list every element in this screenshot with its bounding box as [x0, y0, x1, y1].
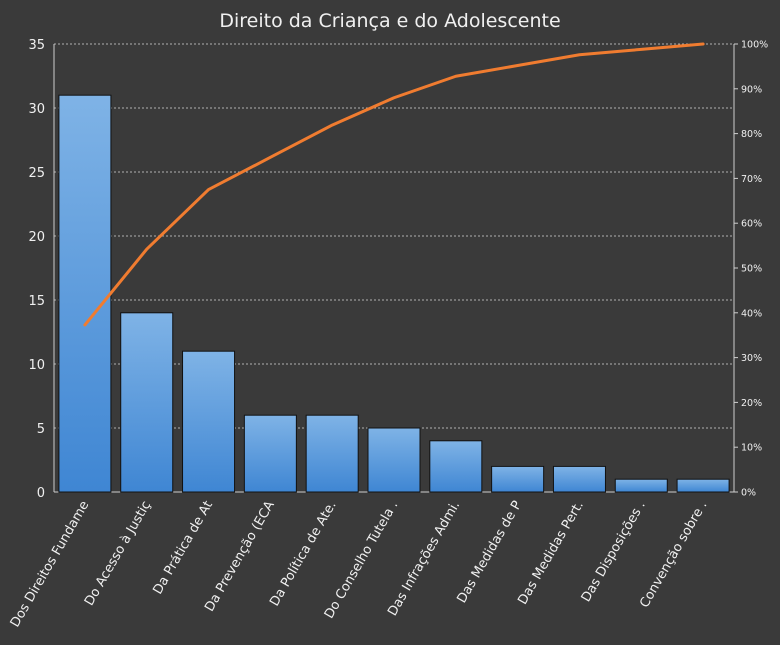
- y-tick-label: 35: [28, 38, 45, 53]
- x-category-label: Da Prática de At: [150, 499, 216, 598]
- y-tick-label: 15: [28, 294, 45, 309]
- y-tick-label: 0: [37, 486, 45, 501]
- x-category-label: Convenção sobre .: [637, 499, 710, 611]
- x-category-label: Da Prevenção (ECA: [202, 498, 278, 614]
- y2-tick-label: 80%: [741, 129, 762, 140]
- y-tick-label: 5: [37, 422, 45, 437]
- y2-tick-label: 40%: [741, 308, 762, 319]
- y2-tick-label: 90%: [741, 84, 762, 95]
- bars: [58, 94, 730, 493]
- x-category-label: Do Acesso à Justiç: [82, 499, 154, 609]
- chart-title: Direito da Criança e do Adolescente: [219, 10, 560, 32]
- y2-tick-label: 50%: [741, 264, 762, 275]
- y2-tick-label: 70%: [741, 174, 762, 185]
- x-category-label: Das Medidas Pert.: [515, 499, 587, 608]
- y-tick-label: 20: [28, 230, 45, 245]
- bar: [676, 478, 730, 493]
- bar: [552, 465, 606, 493]
- y2-tick-label: 20%: [741, 398, 762, 409]
- y2-tick-label: 0%: [741, 488, 756, 499]
- y-tick-label: 30: [28, 102, 45, 117]
- y2-tick-label: 60%: [741, 219, 762, 230]
- bar: [120, 312, 174, 493]
- x-category-label: Das Disposições .: [579, 499, 649, 605]
- bar: [243, 414, 297, 493]
- cumulative-percent-line: [83, 42, 705, 327]
- bar: [614, 478, 668, 493]
- y-tick-label: 25: [28, 166, 45, 181]
- y2-tick-label: 10%: [741, 443, 762, 454]
- x-category-label: Das Medidas de P: [454, 498, 525, 605]
- y-tick-label: 10: [28, 358, 45, 373]
- bar: [429, 440, 483, 493]
- bar: [305, 414, 359, 493]
- bar: [367, 427, 421, 493]
- bar: [58, 94, 112, 493]
- bar: [182, 350, 236, 493]
- bar: [491, 465, 545, 493]
- x-category-label: Da Política de Ate.: [267, 499, 339, 609]
- y2-tick-label: 30%: [741, 353, 762, 364]
- x-category-label: Das Infrações Admi.: [385, 499, 463, 619]
- cumulative-line: [83, 42, 705, 327]
- x-category-label: Dos Direitos Fundame: [8, 499, 93, 631]
- y2-tick-label: 100%: [741, 40, 768, 51]
